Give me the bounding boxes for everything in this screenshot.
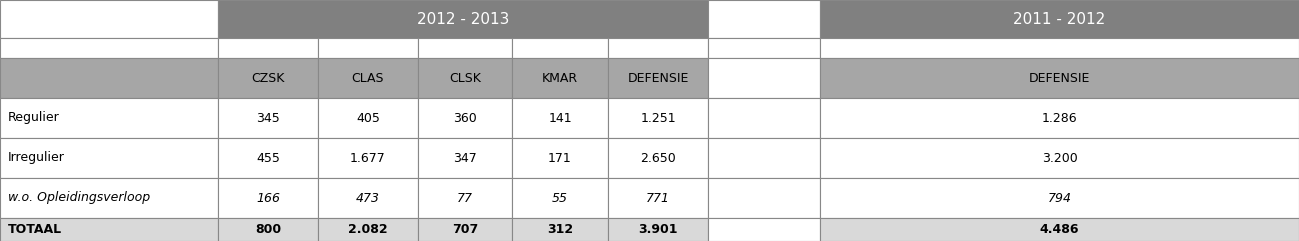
Bar [820, 178, 1299, 218]
Bar [608, 178, 708, 218]
Bar [0, 178, 218, 218]
Bar [0, 138, 218, 178]
Text: 2011 - 2012: 2011 - 2012 [1013, 12, 1105, 27]
Text: CZSK: CZSK [251, 72, 284, 85]
Text: 800: 800 [255, 223, 281, 236]
Text: 405: 405 [356, 112, 379, 125]
Bar [512, 58, 608, 98]
Text: 455: 455 [256, 152, 281, 165]
Text: 3.901: 3.901 [638, 223, 678, 236]
Bar [0, 38, 218, 58]
Bar [418, 178, 512, 218]
Text: 4.486: 4.486 [1039, 223, 1079, 236]
Text: CLSK: CLSK [449, 72, 481, 85]
Text: Irregulier: Irregulier [8, 152, 65, 165]
Text: 55: 55 [552, 192, 568, 205]
Bar [0, 0, 218, 38]
Bar [418, 38, 512, 58]
Bar [512, 38, 608, 58]
Bar [820, 0, 1299, 38]
Text: DEFENSIE: DEFENSIE [1029, 72, 1090, 85]
Text: 347: 347 [453, 152, 477, 165]
Bar [0, 58, 218, 98]
Text: CLAS: CLAS [352, 72, 385, 85]
Bar [820, 98, 1299, 138]
Bar [218, 38, 318, 58]
Bar [418, 138, 512, 178]
Text: 771: 771 [646, 192, 670, 205]
Bar [218, 98, 318, 138]
Text: 360: 360 [453, 112, 477, 125]
Text: 2.082: 2.082 [348, 223, 388, 236]
Bar [218, 58, 318, 98]
Text: Regulier: Regulier [8, 112, 60, 125]
Text: 2.650: 2.650 [640, 152, 675, 165]
Bar [820, 38, 1299, 58]
Bar [318, 138, 418, 178]
Text: TOTAAL: TOTAAL [8, 223, 62, 236]
Bar [218, 218, 318, 241]
Bar [318, 218, 418, 241]
Bar [608, 218, 708, 241]
Bar [0, 218, 218, 241]
Text: 312: 312 [547, 223, 573, 236]
Bar [820, 138, 1299, 178]
Bar [318, 38, 418, 58]
Text: 171: 171 [548, 152, 572, 165]
Bar [820, 58, 1299, 98]
Bar [218, 0, 708, 38]
Bar [708, 138, 820, 178]
Bar [708, 98, 820, 138]
Bar [708, 58, 820, 98]
Text: w.o. Opleidingsverloop: w.o. Opleidingsverloop [8, 192, 151, 205]
Text: 345: 345 [256, 112, 279, 125]
Text: 1.286: 1.286 [1042, 112, 1077, 125]
Text: DEFENSIE: DEFENSIE [627, 72, 688, 85]
Bar [512, 218, 608, 241]
Text: 1.677: 1.677 [351, 152, 386, 165]
Bar [418, 218, 512, 241]
Text: 166: 166 [256, 192, 281, 205]
Bar [608, 38, 708, 58]
Text: 3.200: 3.200 [1042, 152, 1077, 165]
Bar [512, 138, 608, 178]
Bar [512, 178, 608, 218]
Bar [608, 138, 708, 178]
Bar [218, 138, 318, 178]
Text: 473: 473 [356, 192, 381, 205]
Bar [608, 98, 708, 138]
Bar [708, 178, 820, 218]
Text: 794: 794 [1047, 192, 1072, 205]
Text: 1.251: 1.251 [640, 112, 675, 125]
Bar [708, 38, 820, 58]
Bar [318, 178, 418, 218]
Text: 2012 - 2013: 2012 - 2013 [417, 12, 509, 27]
Bar [418, 58, 512, 98]
Bar [708, 218, 820, 241]
Bar [318, 98, 418, 138]
Bar [0, 98, 218, 138]
Bar [218, 178, 318, 218]
Bar [318, 58, 418, 98]
Bar [512, 98, 608, 138]
Bar [820, 218, 1299, 241]
Bar [608, 58, 708, 98]
Text: 707: 707 [452, 223, 478, 236]
Bar [418, 98, 512, 138]
Text: 77: 77 [457, 192, 473, 205]
Bar [708, 0, 820, 38]
Text: 141: 141 [548, 112, 572, 125]
Text: KMAR: KMAR [542, 72, 578, 85]
